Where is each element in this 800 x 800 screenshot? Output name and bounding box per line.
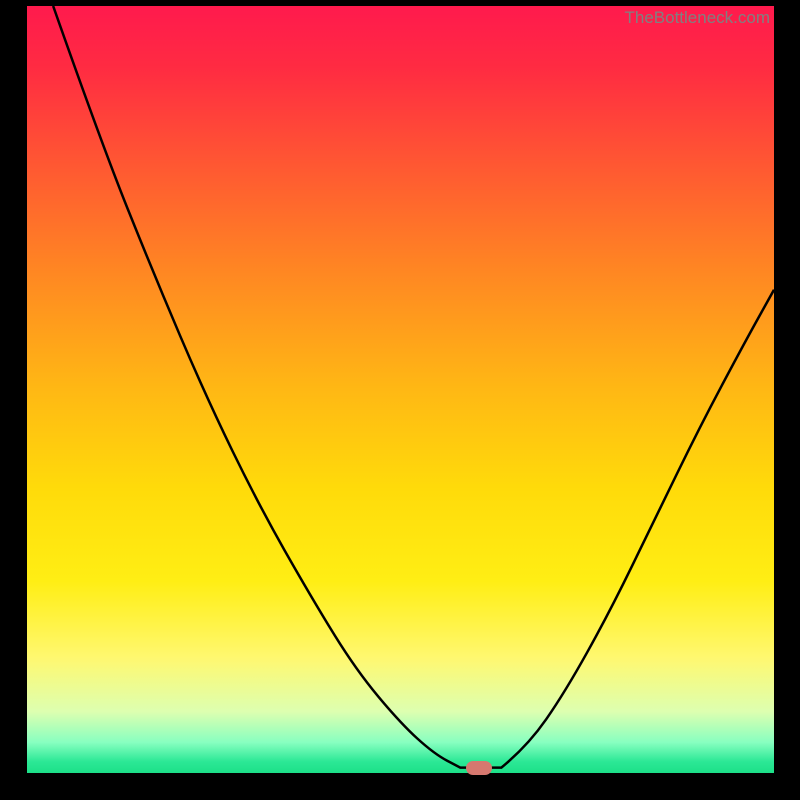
chart-plot-area (27, 6, 774, 773)
optimal-point-marker (466, 761, 492, 775)
bottleneck-curve (27, 6, 774, 773)
watermark-text: TheBottleneck.com (624, 8, 770, 28)
